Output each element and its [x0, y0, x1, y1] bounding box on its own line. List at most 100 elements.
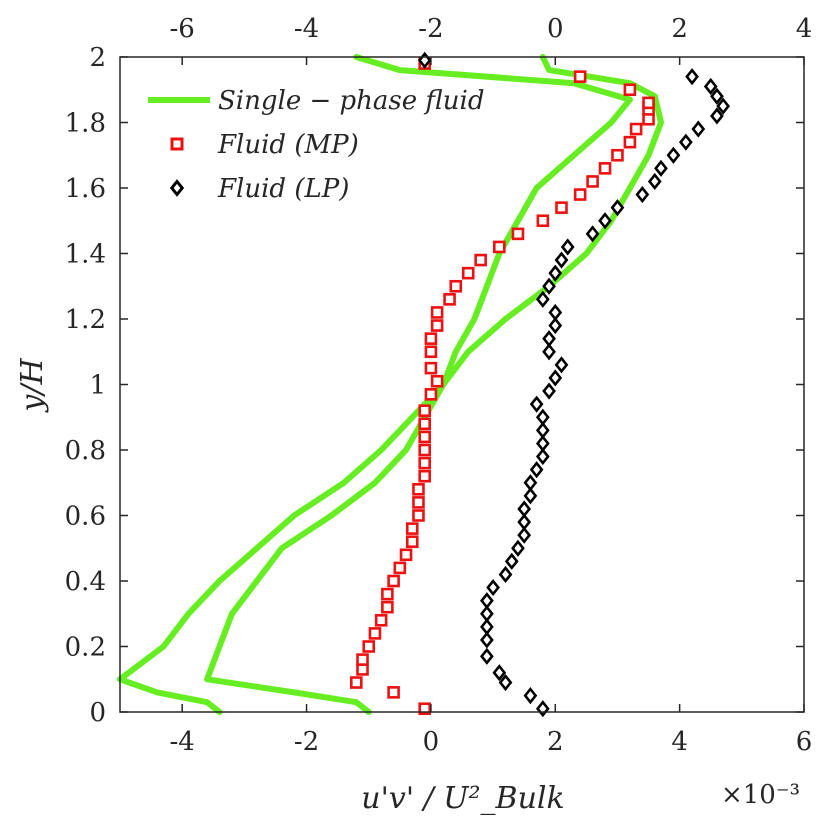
lp-data-point — [523, 487, 538, 505]
y-tick-label: 0.6 — [65, 502, 106, 532]
mp-data-point — [412, 509, 425, 522]
lp-data-point — [511, 539, 525, 557]
y-tick-label: 1.4 — [65, 240, 106, 270]
lp-data-point — [585, 225, 600, 243]
lp-data-point — [535, 290, 550, 308]
x-tick-label: 0 — [423, 727, 440, 757]
x-axis-label: u'v' / U²_Bulk — [361, 781, 564, 816]
mp-data-point — [474, 253, 487, 267]
legend: Single − phase fluid Fluid (MP) Fluid (LP) — [148, 86, 484, 204]
mp-data-point — [381, 600, 394, 614]
mp-data-point — [430, 374, 444, 388]
lp-data-point — [598, 212, 612, 230]
mp-data-point — [430, 306, 444, 319]
lp-data-point — [542, 330, 556, 348]
lp-data-point — [685, 68, 699, 86]
lp-data-point — [548, 316, 563, 335]
y-tick-label: 1.6 — [65, 174, 106, 204]
lp-data-point — [535, 447, 550, 466]
lp-data-point — [517, 526, 532, 544]
mp-data-point — [573, 70, 587, 83]
y-tick-label: 0.8 — [65, 436, 106, 466]
lp-data-point — [517, 513, 532, 531]
lp-data-point — [610, 199, 625, 217]
mp-data-point — [356, 653, 369, 666]
lp-data-point — [504, 552, 519, 570]
mp-data-point — [381, 587, 394, 601]
lp-data-point — [480, 618, 494, 636]
lp-data-point — [635, 185, 650, 204]
lp-data-point — [716, 97, 731, 115]
lp-data-point — [535, 408, 550, 426]
x-tick-label: -2 — [294, 727, 319, 757]
mp-data-point — [424, 345, 438, 359]
mp-data-point — [405, 522, 419, 535]
mp-data-point — [412, 496, 425, 509]
mp-data-point — [629, 122, 643, 136]
mp-data-point — [418, 702, 431, 716]
mp-data-point — [424, 388, 438, 401]
y-tick-label: 1.2 — [65, 305, 106, 335]
lp-data-point — [480, 631, 494, 649]
mp-data-point — [623, 83, 637, 97]
legend-diamond-marker — [169, 179, 185, 197]
lp-data-point — [678, 133, 693, 151]
lp-data-point — [535, 434, 550, 453]
mp-data-point — [511, 227, 525, 241]
x-exponent-label: ×10⁻³ — [721, 780, 800, 810]
mp-data-point — [598, 162, 612, 175]
mp-data-point — [461, 266, 475, 280]
lp-data-point — [535, 421, 550, 439]
mp-data-point — [493, 240, 506, 254]
lp-data-point — [498, 673, 513, 692]
top-x-tick-label: 4 — [796, 14, 813, 44]
lp-data-point — [523, 474, 538, 492]
lp-data-point — [480, 592, 494, 610]
lp-data-point — [542, 382, 556, 400]
top-x-tick-label: -6 — [170, 14, 195, 44]
top-x-tick-label: -2 — [418, 14, 443, 44]
lp-data-point — [703, 77, 718, 96]
legend-label-lp: Fluid (LP) — [217, 174, 349, 204]
series-2 — [349, 57, 655, 716]
top-x-tick-label: -4 — [294, 14, 319, 44]
mp-data-point — [356, 663, 369, 676]
mp-data-point — [418, 456, 431, 470]
lp-data-point — [529, 395, 544, 413]
lp-data-point — [554, 356, 569, 374]
lp-data-point — [647, 172, 662, 191]
y-tick-label: 0.2 — [65, 633, 106, 663]
mp-data-point — [424, 332, 438, 345]
x-tick-label: 2 — [547, 727, 564, 757]
mp-data-point — [418, 404, 431, 418]
x-tick-label: -4 — [170, 727, 195, 757]
mp-data-point — [536, 214, 550, 228]
mp-data-point — [362, 640, 376, 653]
lp-data-point — [486, 578, 500, 597]
mp-data-point — [393, 561, 407, 575]
y-tick-label: 1 — [89, 371, 106, 401]
mp-data-point — [449, 279, 463, 293]
lp-data-point — [498, 565, 513, 584]
lp-data-point — [529, 461, 544, 479]
mp-data-point — [374, 613, 388, 627]
y-tick-label: 0.4 — [65, 567, 106, 597]
y-tick-label: 0 — [89, 698, 106, 728]
lp-data-point — [691, 120, 706, 138]
mp-data-point — [642, 112, 655, 126]
lp-data-point — [710, 87, 724, 105]
lp-data-point — [666, 146, 681, 164]
lp-data-point — [523, 687, 538, 705]
mp-data-point — [418, 430, 431, 444]
mp-data-point — [430, 319, 444, 332]
mp-data-point — [399, 548, 413, 562]
x-tick-label: 4 — [671, 727, 688, 757]
mp-data-point — [368, 627, 382, 640]
y-tick-label: 1.8 — [65, 109, 106, 139]
mp-data-point — [418, 417, 431, 431]
mp-data-point — [349, 676, 363, 689]
lp-data-point — [542, 343, 556, 361]
y-axis-label: y/H — [15, 358, 50, 414]
axes: -4 -2 0 2 4 6 -6 -4 -2 0 2 4 0 0.2 0.4 0.6 0.8 1 1.2 1.4 1.6… — [65, 14, 813, 757]
